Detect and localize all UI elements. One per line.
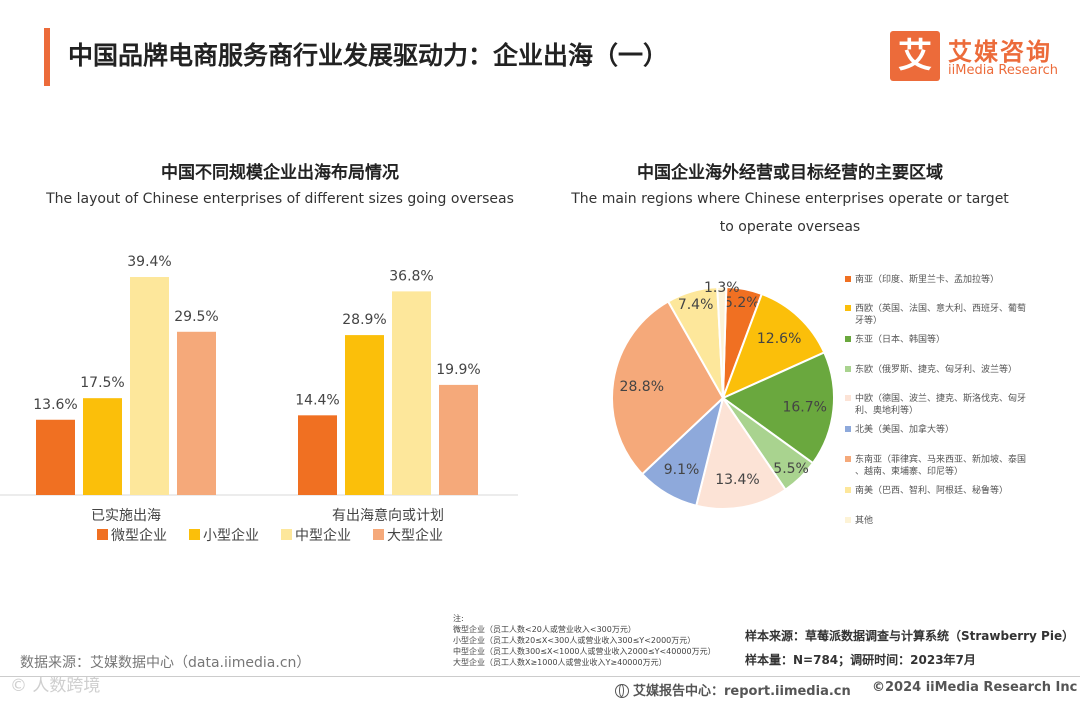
bar-chart-subtitle: The layout of Chinese enterprises of dif… bbox=[46, 191, 514, 207]
legend-swatch bbox=[281, 529, 292, 540]
bar bbox=[345, 335, 384, 495]
bar-value-label: 36.8% bbox=[389, 268, 433, 284]
logo-text-en: iiMedia Research bbox=[948, 63, 1059, 78]
notes-line: 微型企业（员工人数<20人或营业收入<300万元） bbox=[453, 625, 636, 634]
bar bbox=[177, 331, 216, 495]
pie-value-label: 5.2% bbox=[724, 295, 760, 311]
bar-value-label: 39.4% bbox=[127, 254, 171, 270]
bar-value-label: 17.5% bbox=[80, 375, 124, 391]
footer-divider bbox=[0, 676, 1080, 677]
notes-heading: 注: bbox=[453, 614, 464, 623]
bar-value-label: 28.9% bbox=[342, 312, 386, 328]
pie-chart: 5.2% 12.6% 16.7% 5.5% 13.4% 9.1% 28.8% 7.4%1.3%… bbox=[611, 273, 1026, 526]
bar-value-label: 13.6% bbox=[33, 397, 77, 413]
pie-legend-label: 其他 bbox=[855, 514, 873, 526]
pie-legend-label: 东亚（日本、韩国等） bbox=[855, 333, 945, 345]
pie-value-label: 16.7% bbox=[782, 399, 826, 415]
legend-swatch bbox=[373, 529, 384, 540]
bar bbox=[298, 415, 337, 495]
bar bbox=[83, 398, 122, 495]
pie-chart-title: 中国企业海外经营或目标经营的主要区域 bbox=[637, 163, 943, 183]
bar bbox=[36, 419, 75, 495]
iimedia-logo: 艾 艾媒咨询 iiMedia Research bbox=[890, 31, 1060, 81]
legend-swatch bbox=[189, 529, 200, 540]
pie-legend-swatch bbox=[845, 487, 851, 493]
pie-legend-swatch bbox=[845, 276, 851, 282]
pie-legend-label: 南亚（印度、斯里兰卡、孟加拉等） bbox=[855, 273, 999, 285]
size-definition-notes: 注: 微型企业（员工人数<20人或营业收入<300万元） 小型企业（员工人数20… bbox=[453, 613, 743, 668]
page-title: 中国品牌电商服务商行业发展驱动力：企业出海（一） bbox=[68, 41, 669, 70]
pie-slice bbox=[721, 351, 835, 465]
logo-text-cn: 艾媒咨询 bbox=[948, 38, 1052, 66]
pie-value-label: 1.3% bbox=[704, 280, 740, 296]
pie-chart-subtitle: The main regions where Chinese enterpris… bbox=[540, 185, 1040, 241]
sample-source: 样本来源：草莓派数据调查与计算系统（Strawberry Pie） bbox=[745, 629, 1075, 643]
pie-slice bbox=[716, 286, 728, 399]
footer-report-center[interactable]: 艾媒报告中心：report.iimedia.cn bbox=[615, 680, 851, 699]
globe-icon bbox=[615, 684, 629, 698]
bar-value-label: 29.5% bbox=[174, 309, 218, 325]
category-label: 有出海意向或计划 bbox=[332, 507, 444, 524]
category-label: 已实施出海 bbox=[91, 508, 161, 524]
pie-value-label: 12.6% bbox=[757, 331, 801, 347]
pie-legend-swatch bbox=[845, 336, 851, 342]
bar-chart-title: 中国不同规模企业出海布局情况 bbox=[161, 163, 399, 183]
bar-chart: 13.6%17.5% 39.4% 29.5% 已实施出海 14.4% 28.9% 36.8%… bbox=[0, 254, 518, 544]
pie-value-label: 7.4% bbox=[678, 297, 714, 313]
legend-label: 小型企业 bbox=[203, 527, 259, 544]
pie-legend-label: 北美（美国、加拿大等） bbox=[855, 423, 954, 435]
pie-legend-label: 南美（巴西、智利、阿根廷、秘鲁等） bbox=[855, 484, 1008, 496]
pie-legend-swatch bbox=[845, 305, 851, 311]
pie-legend-label: 东欧（俄罗斯、捷克、匈牙利、波兰等） bbox=[855, 363, 1017, 375]
notes-line: 中型企业（员工人数300≤X<1000人或营业收入2000≤Y<40000万元） bbox=[453, 647, 716, 656]
bar-value-label: 19.9% bbox=[436, 362, 480, 378]
footer-report-text: 艾媒报告中心：report.iimedia.cn bbox=[633, 684, 851, 699]
notes-line: 小型企业（员工人数20≤X<300人或营业收入300≤Y<2000万元） bbox=[453, 636, 696, 645]
pie-slice bbox=[695, 395, 787, 510]
pie-legend-swatch bbox=[845, 366, 851, 372]
sample-size: 样本量：N=784；调研时间：2023年7月 bbox=[745, 653, 976, 667]
logo-mark: 艾 bbox=[890, 31, 940, 81]
pie-legend-label: 中欧（德国、波兰、捷克、斯洛伐克、匈牙利、奥地利等） bbox=[855, 392, 1026, 416]
legend-label: 大型企业 bbox=[387, 527, 443, 544]
legend-swatch bbox=[97, 529, 108, 540]
watermark: © 人数跨境 bbox=[10, 676, 101, 696]
pie-value-label: 9.1% bbox=[664, 462, 700, 478]
bar bbox=[439, 384, 478, 495]
pie-value-label: 5.5% bbox=[773, 461, 809, 477]
pie-slice bbox=[611, 300, 725, 476]
notes-line: 大型企业（员工人数X≥1000人或营业收入Y≥40000万元） bbox=[453, 658, 667, 667]
bar-value-label: 14.4% bbox=[295, 392, 339, 408]
pie-legend-swatch bbox=[845, 517, 851, 523]
title-accent-bar bbox=[44, 28, 50, 86]
pie-value-label: 13.4% bbox=[715, 472, 759, 488]
pie-legend-swatch bbox=[845, 395, 851, 401]
pie-chart-subtitle-line-2: to operate overseas bbox=[719, 219, 861, 235]
pie-legend-swatch bbox=[845, 456, 851, 462]
pie-slice bbox=[721, 292, 826, 400]
pie-chart-subtitle-line-1: The main regions where Chinese enterpris… bbox=[571, 191, 1009, 207]
pie-legend-label: 西欧（英国、法国、意大利、西班牙、葡萄牙等） bbox=[855, 302, 1026, 326]
data-source: 数据来源：艾媒数据中心（data.iimedia.cn） bbox=[20, 655, 311, 671]
pie-legend-label: 东南亚（菲律宾、马来西亚、新加坡、泰国、越南、柬埔寨、印尼等） bbox=[855, 453, 1026, 477]
footer-copyright: ©2024 iiMedia Research Inc bbox=[872, 680, 1078, 695]
bar bbox=[130, 277, 169, 495]
legend-label: 微型企业 bbox=[111, 527, 167, 544]
bar bbox=[392, 291, 431, 495]
legend-label: 中型企业 bbox=[295, 527, 351, 544]
sample-meta: 样本来源：草莓派数据调查与计算系统（Strawberry Pie） 样本量：N=… bbox=[745, 624, 1074, 672]
pie-legend-swatch bbox=[845, 426, 851, 432]
pie-value-label: 28.8% bbox=[620, 379, 664, 395]
